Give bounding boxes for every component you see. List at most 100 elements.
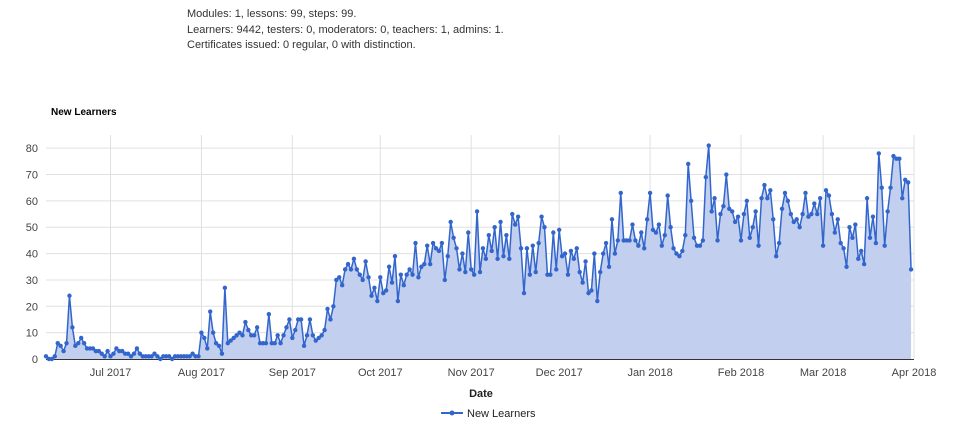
data-point[interactable] [495,256,500,262]
data-point[interactable] [539,214,544,219]
data-point[interactable] [427,261,433,267]
data-point[interactable] [870,214,876,219]
data-point[interactable] [334,277,339,283]
data-point[interactable] [598,269,603,275]
data-point[interactable] [351,256,357,262]
data-point[interactable] [49,356,55,362]
data-point[interactable] [683,232,688,238]
data-point[interactable] [882,243,887,248]
data-point[interactable] [199,330,204,335]
data-point[interactable] [586,290,591,296]
data-point[interactable] [867,235,873,240]
data-point[interactable] [823,188,829,193]
data-point[interactable] [58,343,63,349]
data-point[interactable] [275,333,280,338]
data-point[interactable] [530,243,535,248]
data-point[interactable] [378,275,383,280]
data-point[interactable] [313,338,318,343]
data-point[interactable] [841,246,846,251]
data-point[interactable] [381,290,386,296]
data-point[interactable] [158,356,163,362]
data-point[interactable] [43,354,49,359]
data-point[interactable] [721,203,726,209]
data-point[interactable] [653,230,659,235]
data-point[interactable] [448,219,453,225]
data-point[interactable] [908,267,914,272]
data-point[interactable] [155,354,160,359]
data-point[interactable] [114,346,119,351]
data-point[interactable] [779,206,785,211]
data-point[interactable] [190,351,195,356]
data-point[interactable] [589,288,594,293]
data-point[interactable] [469,267,474,272]
data-point[interactable] [788,211,794,217]
data-point[interactable] [600,251,606,256]
data-point[interactable] [879,185,884,190]
data-point[interactable] [861,261,867,267]
data-point[interactable] [815,211,820,217]
data-point[interactable] [850,235,855,240]
data-point[interactable] [577,269,582,275]
data-point[interactable] [419,264,424,269]
data-point[interactable] [812,201,817,206]
data-point[interactable] [680,248,685,254]
data-point[interactable] [644,217,650,222]
data-point[interactable] [762,182,767,188]
data-point[interactable] [873,240,879,246]
data-point[interactable] [328,317,333,322]
data-point[interactable] [844,264,849,269]
data-point[interactable] [483,256,489,262]
data-point[interactable] [703,174,708,180]
data-point[interactable] [527,272,533,277]
data-point[interactable] [856,256,861,262]
data-point[interactable] [372,285,377,291]
data-point[interactable] [729,209,735,214]
data-point[interactable] [416,275,421,280]
data-point[interactable] [756,243,761,248]
data-point[interactable] [454,246,459,251]
data-point[interactable] [357,272,362,277]
data-point[interactable] [354,267,360,272]
data-point[interactable] [515,214,521,219]
data-point[interactable] [903,177,908,182]
data-point[interactable] [90,346,96,351]
data-point[interactable] [633,238,638,243]
data-point[interactable] [524,246,530,251]
data-point[interactable] [208,309,213,314]
data-point[interactable] [474,209,480,214]
data-point[interactable] [864,196,870,201]
data-point[interactable] [442,277,448,283]
data-point[interactable] [293,327,298,333]
data-point[interactable] [52,354,57,359]
data-point[interactable] [213,340,219,346]
data-point[interactable] [700,238,706,243]
data-point[interactable] [876,151,882,156]
data-point[interactable] [395,298,401,304]
data-point[interactable] [677,254,682,259]
data-point[interactable] [210,330,216,335]
data-point[interactable] [612,251,618,256]
data-point[interactable] [776,240,782,246]
data-point[interactable] [715,238,720,243]
data-point[interactable] [556,227,562,233]
data-point[interactable] [463,269,468,275]
data-point[interactable] [574,246,579,251]
data-point[interactable] [460,251,465,256]
data-point[interactable] [348,267,354,272]
data-point[interactable] [246,327,251,333]
data-point[interactable] [243,319,248,325]
data-point[interactable] [228,338,233,343]
data-point[interactable] [724,172,729,177]
data-point[interactable] [120,348,125,354]
data-point[interactable] [70,325,75,330]
data-point[interactable] [832,230,838,235]
data-point[interactable] [533,269,538,275]
data-point[interactable] [451,235,456,240]
data-point[interactable] [287,317,292,322]
data-point[interactable] [457,267,462,272]
data-point[interactable] [659,243,665,248]
data-point[interactable] [885,209,890,214]
data-point[interactable] [806,214,811,219]
data-point[interactable] [542,225,547,230]
data-point[interactable] [900,196,905,201]
